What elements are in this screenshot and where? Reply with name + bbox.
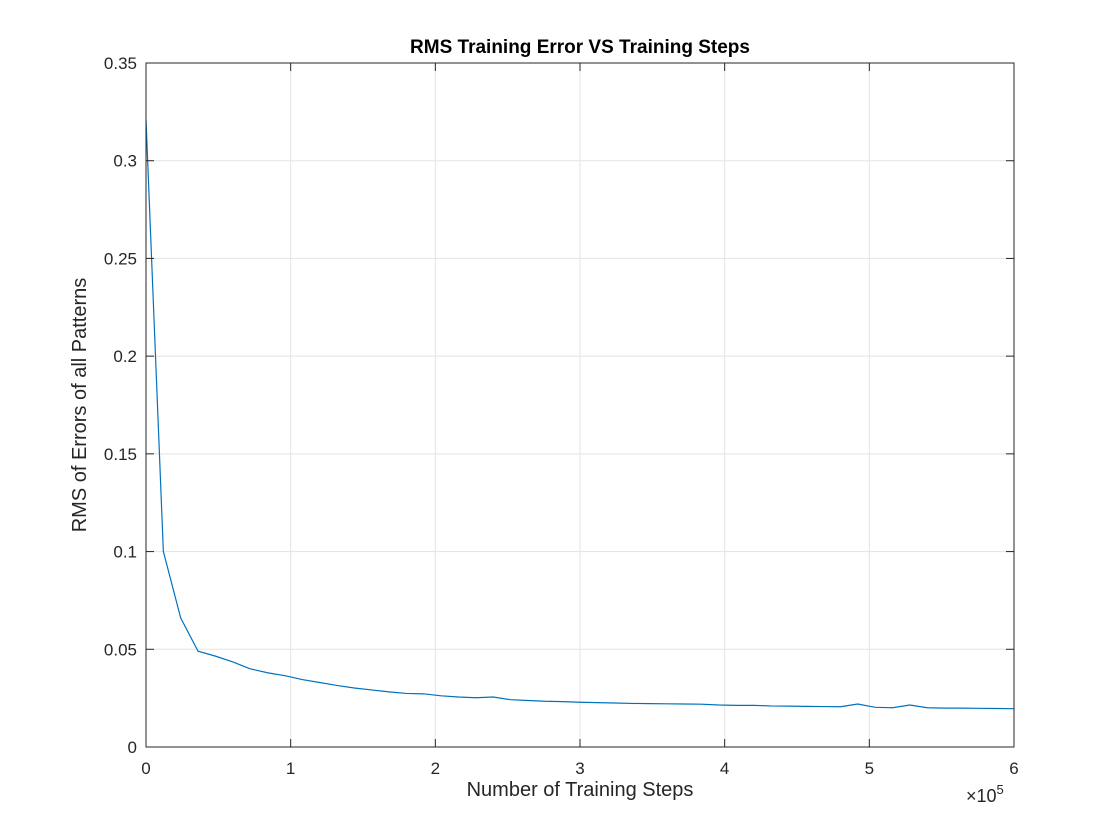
y-axis-label: RMS of Errors of all Patterns (69, 278, 91, 533)
x-tick-label: 2 (431, 759, 440, 778)
y-tick-label: 0.25 (104, 249, 137, 268)
x-tick-label: 6 (1009, 759, 1018, 778)
x-axis-multiplier-exponent: 5 (997, 782, 1004, 797)
series-line (145, 119, 1015, 710)
x-tick-label: 1 (286, 759, 295, 778)
x-axis-multiplier-prefix: ×10 (966, 786, 997, 806)
x-tick-label: 3 (575, 759, 584, 778)
ticks: 0 1 2 3 4 5 6 0 0.05 0.1 0.15 0.2 0.25 0.3 0.35 (104, 54, 1019, 778)
y-tick-label: 0.05 (104, 640, 137, 659)
x-tick-label: 0 (141, 759, 150, 778)
chart-title: RMS Training Error VS Training Steps (410, 37, 750, 58)
x-tick-label: 4 (720, 759, 729, 778)
y-tick-label: 0 (128, 738, 137, 757)
series-layer (145, 119, 1015, 710)
y-tick-label: 0.1 (113, 543, 137, 562)
y-tick-label: 0.15 (104, 445, 137, 464)
x-tick-label: 5 (865, 759, 874, 778)
y-tick-label: 0.35 (104, 54, 137, 73)
y-tick-label: 0.2 (113, 347, 137, 366)
y-tick-label: 0.3 (113, 152, 137, 171)
x-axis-label: Number of Training Steps (467, 779, 694, 801)
x-axis-scale-multiplier: ×105 (966, 782, 1004, 806)
